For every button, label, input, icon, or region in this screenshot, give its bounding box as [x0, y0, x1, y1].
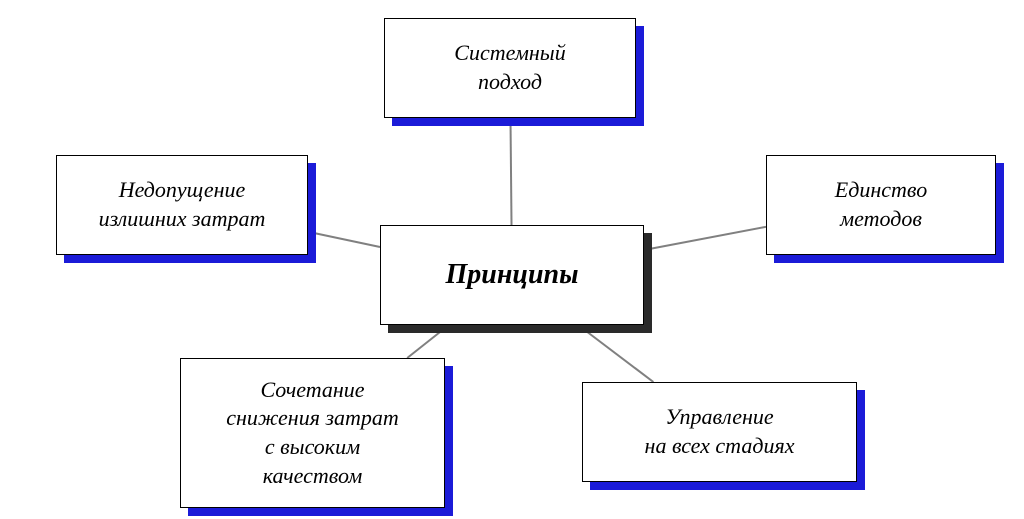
node-right: Единство методов — [766, 155, 996, 255]
edge — [644, 227, 766, 250]
node-top: Системный подход — [384, 18, 636, 118]
node-label: Недопущение излишних затрат — [57, 156, 307, 254]
center-node: Принципы — [380, 225, 644, 325]
node-label: Сочетание снижения затрат с высоким каче… — [181, 359, 444, 507]
node-label: Принципы — [381, 226, 643, 324]
node-label: Управление на всех стадиях — [583, 383, 856, 481]
node-bright: Управление на всех стадиях — [582, 382, 857, 482]
node-bleft: Сочетание снижения затрат с высоким каче… — [180, 358, 445, 508]
node-left: Недопущение излишних затрат — [56, 155, 308, 255]
edge — [578, 325, 653, 382]
edge — [308, 232, 380, 247]
edge — [510, 118, 511, 225]
node-label: Единство методов — [767, 156, 995, 254]
node-label: Системный подход — [385, 19, 635, 117]
diagram-canvas: Принципы Системный подход Недопущение изли… — [0, 0, 1024, 519]
